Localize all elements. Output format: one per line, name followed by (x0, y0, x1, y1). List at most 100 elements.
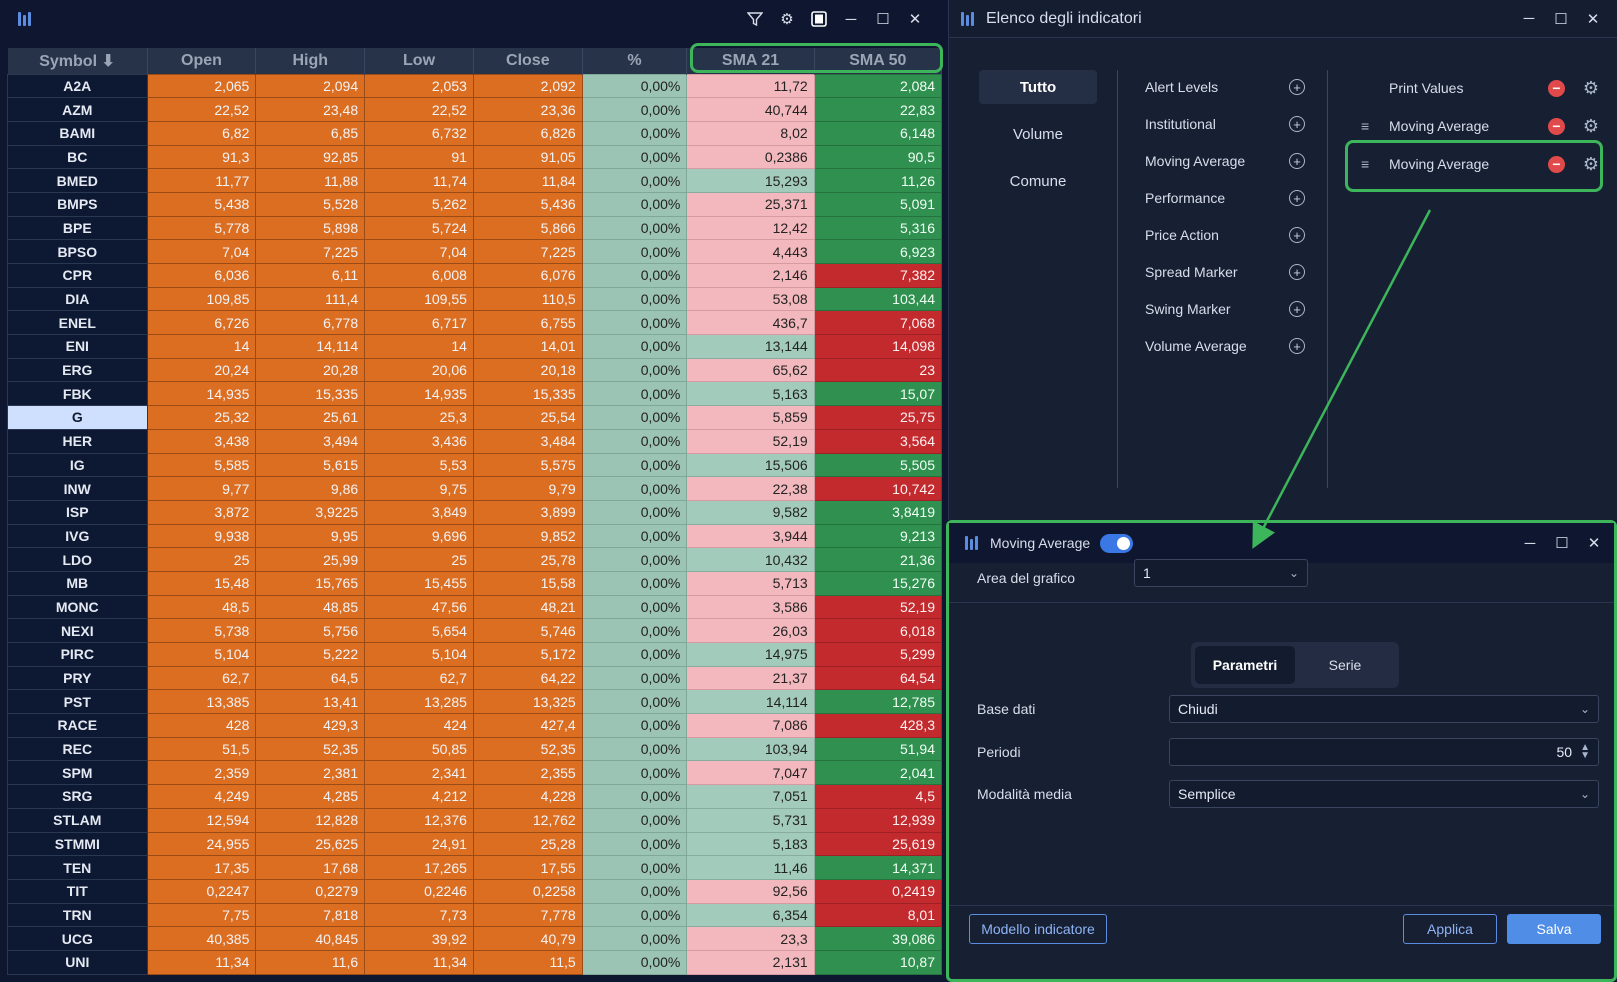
table-row[interactable]: ERG 20,24 20,28 20,06 20,18 0,00% 65,62 23 (7, 357, 943, 383)
available-indicator[interactable]: Institutional + (1145, 112, 1305, 136)
close-icon[interactable]: ✕ (1586, 10, 1600, 28)
table-row[interactable]: RACE 428 429,3 424 427,4 0,00% 7,086 428,3 (7, 713, 943, 738)
available-indicator[interactable]: Alert Levels + (1145, 75, 1305, 99)
add-icon[interactable]: + (1289, 227, 1305, 243)
table-row[interactable]: BPE 5,778 5,898 5,724 5,866 0,00% 12,42 5,316 (7, 215, 943, 241)
save-button[interactable]: Salva (1507, 914, 1601, 944)
table-row[interactable]: SPM 2,359 2,381 2,341 2,355 0,00% 7,047 2,041 (7, 760, 943, 786)
gear-icon[interactable]: ⚙ (1582, 153, 1600, 174)
table-row[interactable]: MB 15,48 15,765 15,455 15,58 0,00% 5,713 15,276 (7, 570, 943, 596)
table-row[interactable]: HER 3,438 3,494 3,436 3,484 0,00% 52,19 3,564 (7, 428, 943, 454)
table-row[interactable]: FBK 14,935 15,335 14,935 15,335 0,00% 5,163 15,… (7, 381, 943, 407)
indicator-template-button[interactable]: Modello indicatore (969, 914, 1107, 944)
table-row[interactable]: BC 91,3 92,85 91 91,05 0,00% 0,2386 90,5 (7, 144, 943, 170)
table-row[interactable]: CPR 6,036 6,11 6,008 6,076 0,00% 2,146 7,382 (7, 263, 943, 288)
remove-icon[interactable]: − (1548, 79, 1565, 97)
table-row[interactable]: UCG 40,385 40,845 39,92 40,79 0,00% 23,3 39,086 (7, 926, 943, 951)
tab-parametri[interactable]: Parametri (1195, 646, 1295, 684)
tab-serie[interactable]: Serie (1328, 657, 1362, 673)
category-comune[interactable]: Comune (1009, 172, 1067, 190)
add-icon[interactable]: + (1289, 116, 1305, 132)
table-row[interactable]: A2A 2,065 2,094 2,053 2,092 0,00% 11,72 2,084 (7, 73, 943, 99)
table-row[interactable]: IVG 9,938 9,95 9,696 9,852 0,00% 3,944 9,213 (7, 523, 943, 549)
selected-indicator-moving-average-2[interactable]: ≡ Moving Average − ⚙ (1361, 150, 1601, 178)
column-header[interactable]: Symbol ⬇ (7, 48, 148, 74)
table-row[interactable]: BAMI 6,82 6,85 6,732 6,826 0,00% 8,02 6,148 (7, 120, 943, 146)
add-icon[interactable]: + (1289, 338, 1305, 354)
table-row[interactable]: BMED 11,77 11,88 11,74 11,84 0,00% 15,293 11,26 (7, 168, 943, 193)
column-header[interactable]: SMA 50 (814, 48, 943, 74)
column-header[interactable]: SMA 21 (686, 48, 815, 74)
add-icon[interactable]: + (1289, 264, 1305, 280)
drag-handle-icon[interactable]: ≡ (1361, 156, 1370, 172)
average-mode-select[interactable]: Semplice ⌄ (1169, 780, 1599, 808)
selected-indicator-print-values[interactable]: Print Values − ⚙ (1361, 74, 1601, 102)
table-row[interactable]: INW 9,77 9,86 9,75 9,79 0,00% 22,38 10,742 (7, 476, 943, 501)
table-row[interactable]: IG 5,585 5,615 5,53 5,575 0,00% 15,506 5,505 (7, 452, 943, 478)
table-row[interactable]: TEN 17,35 17,68 17,265 17,55 0,00% 11,46 14,371 (7, 855, 943, 880)
table-row[interactable]: ISP 3,872 3,9225 3,849 3,899 0,00% 9,582 3,8419 (7, 499, 943, 525)
category-volume[interactable]: Volume (1012, 125, 1064, 143)
minimize-icon[interactable]: ─ (1524, 534, 1536, 552)
maximize-icon[interactable]: ☐ (1555, 535, 1569, 552)
percent-cell: 0,00% (581, 144, 688, 170)
column-header[interactable]: High (255, 48, 366, 74)
table-row[interactable]: LDO 25 25,99 25 25,78 0,00% 10,432 21,36 (7, 547, 943, 572)
maximize-icon[interactable]: ☐ (876, 11, 890, 28)
table-row[interactable]: PST 13,385 13,41 13,285 13,325 0,00% 14,114 12,… (7, 689, 943, 715)
selected-indicator-moving-average-1[interactable]: ≡ Moving Average − ⚙ (1361, 112, 1601, 140)
indicator-enabled-toggle[interactable] (1100, 533, 1134, 553)
close-icon[interactable]: ✕ (1587, 535, 1601, 552)
filter-icon[interactable] (739, 3, 771, 35)
settings-gear-icon[interactable]: ⚙ (780, 11, 794, 28)
add-icon[interactable]: + (1289, 79, 1305, 95)
minimize-icon[interactable]: ─ (845, 10, 857, 28)
remove-icon[interactable]: − (1548, 117, 1565, 135)
table-row[interactable]: STMMI 24,955 25,625 24,91 25,28 0,00% 5,183 25,… (7, 831, 943, 857)
data-base-select[interactable]: Chiudi ⌄ (1169, 695, 1599, 723)
table-row[interactable]: BMPS 5,438 5,528 5,262 5,436 0,00% 25,371 5,091 (7, 191, 943, 217)
gear-icon[interactable]: ⚙ (1582, 115, 1600, 136)
table-row[interactable]: PRY 62,7 64,5 62,7 64,22 0,00% 21,37 64,54 (7, 665, 943, 691)
stepper-icon[interactable]: ▲ ▼ (1580, 742, 1590, 761)
table-row[interactable]: UNI 11,34 11,6 11,34 11,5 0,00% 2,131 10,87 (7, 949, 943, 975)
table-row[interactable]: TRN 7,75 7,818 7,73 7,778 0,00% 6,354 8,01 (7, 902, 943, 928)
minimize-icon[interactable]: ─ (1523, 10, 1535, 27)
table-row[interactable]: MONC 48,5 48,85 47,56 48,21 0,00% 3,586 52,19 (7, 594, 943, 620)
table-row[interactable]: DIA 109,85 111,4 109,55 110,5 0,00% 53,08 103,4… (7, 286, 943, 312)
category-tutto[interactable]: Tutto (979, 70, 1097, 104)
available-indicator[interactable]: Price Action + (1145, 223, 1305, 247)
table-row[interactable]: STLAM 12,594 12,828 12,376 12,762 0,00% 5,731 1… (7, 807, 943, 833)
available-indicator[interactable]: Performance + (1145, 186, 1305, 210)
table-row[interactable]: NEXI 5,738 5,756 5,654 5,746 0,00% 26,03 6,018 (7, 618, 943, 643)
column-header[interactable]: Open (147, 48, 257, 74)
table-row[interactable]: SRG 4,249 4,285 4,212 4,228 0,00% 7,051 4,5 (7, 784, 943, 809)
add-icon[interactable]: + (1289, 190, 1305, 206)
maximize-icon[interactable]: ☐ (1554, 10, 1568, 28)
layout-toggle-icon[interactable] (803, 3, 835, 35)
table-row[interactable]: ENI 14 14,114 14 14,01 0,00% 13,144 14,098 (7, 334, 943, 359)
apply-button[interactable]: Applica (1403, 914, 1497, 944)
remove-icon[interactable]: − (1548, 155, 1565, 173)
table-row[interactable]: G 25,32 25,61 25,3 25,54 0,00% 5,859 25,75 (7, 405, 943, 430)
gear-icon[interactable]: ⚙ (1582, 77, 1600, 98)
table-row[interactable]: ENEL 6,726 6,778 6,717 6,755 0,00% 436,7 7,068 (7, 310, 943, 336)
available-indicator[interactable]: Moving Average + (1145, 149, 1305, 173)
available-indicator[interactable]: Spread Marker + (1145, 260, 1305, 284)
table-row[interactable]: BPSO 7,04 7,225 7,04 7,225 0,00% 4,443 6,923 (7, 239, 943, 264)
table-row[interactable]: AZM 22,52 23,48 22,52 23,36 0,00% 40,744 22,83 (7, 97, 943, 122)
chart-area-select[interactable]: 1 ⌄ (1134, 559, 1308, 587)
column-header[interactable]: % (582, 48, 688, 74)
drag-handle-icon[interactable]: ≡ (1361, 118, 1370, 134)
column-header[interactable]: Close (473, 48, 583, 74)
add-icon[interactable]: + (1289, 301, 1305, 317)
available-indicator[interactable]: Swing Marker + (1145, 297, 1305, 321)
table-row[interactable]: TIT 0,2247 0,2279 0,2246 0,2258 0,00% 92,56 0,2… (7, 878, 943, 904)
column-header[interactable]: Low (364, 48, 474, 74)
add-icon[interactable]: + (1289, 153, 1305, 169)
close-icon[interactable]: ✕ (908, 11, 922, 28)
available-indicator[interactable]: Volume Average + (1145, 334, 1305, 358)
table-row[interactable]: PIRC 5,104 5,222 5,104 5,172 0,00% 14,975 5,299 (7, 642, 943, 667)
periods-input[interactable]: 50 ▲ ▼ (1169, 738, 1599, 766)
table-row[interactable]: REC 51,5 52,35 50,85 52,35 0,00% 103,94 51,94 (7, 736, 943, 762)
